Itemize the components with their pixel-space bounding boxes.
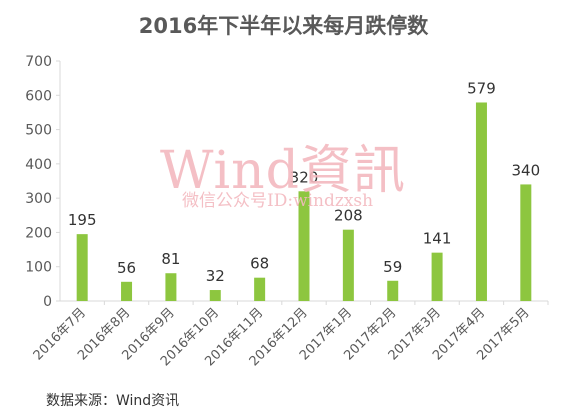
y-tick-label: 400 — [25, 157, 52, 173]
data-label: 32 — [206, 267, 225, 285]
watermark-subtitle: 微信公众号ID:windzxsh — [182, 191, 374, 211]
chart-title: 2016年下半年以来每月跌停数 — [138, 14, 429, 38]
y-tick-label: 700 — [25, 54, 52, 70]
y-axis: 0 100 200 300 400 500 600 700 — [25, 54, 61, 310]
y-tick-label: 600 — [25, 88, 52, 104]
data-label: 320 — [290, 168, 319, 186]
bar — [475, 102, 487, 301]
data-label: 81 — [161, 250, 180, 268]
y-tick-label: 500 — [25, 123, 52, 139]
y-tick-label: 0 — [43, 294, 52, 310]
x-axis — [60, 300, 549, 305]
x-tick-labels: 2016年7月2016年8月2016年9月2016年10月2016年11月201… — [31, 305, 533, 369]
data-label: 59 — [383, 258, 402, 276]
y-tick-label: 100 — [25, 260, 52, 276]
bar — [209, 290, 221, 301]
data-label: 68 — [250, 255, 269, 273]
bar — [431, 252, 443, 301]
source-note: 数据来源：Wind资讯 — [46, 393, 180, 409]
bar-series — [76, 102, 532, 301]
bar — [254, 277, 266, 301]
data-label: 56 — [117, 259, 136, 277]
bar — [298, 191, 310, 301]
watermark-logo: Wind資訊 — [160, 141, 406, 201]
data-label: 579 — [467, 79, 496, 97]
bar — [76, 234, 88, 301]
bar — [121, 281, 133, 301]
data-label: 208 — [334, 207, 363, 225]
bar — [342, 229, 354, 301]
data-labels: 195 56 81 32 68 320 208 59 141 579 340 — [68, 79, 540, 285]
data-label: 340 — [511, 161, 540, 179]
bar — [387, 280, 399, 301]
y-tick-label: 200 — [25, 225, 52, 241]
y-tick-label: 300 — [25, 191, 52, 207]
data-label: 195 — [68, 211, 97, 229]
bar — [520, 184, 532, 301]
bar — [165, 273, 177, 301]
data-label: 141 — [423, 230, 452, 248]
